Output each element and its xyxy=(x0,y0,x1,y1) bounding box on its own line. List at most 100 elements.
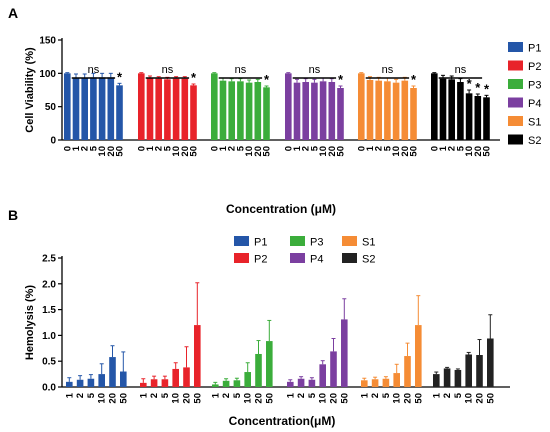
x-tick-label: 0 xyxy=(356,146,367,151)
x-tick-label: 5 xyxy=(86,392,97,398)
bar-s2-5 xyxy=(454,369,462,387)
bar-p1-20 xyxy=(107,77,115,140)
bar-p3-0 xyxy=(211,73,218,140)
x-axis-title: Concentration(μM) xyxy=(229,414,336,428)
legend-swatch-p4 xyxy=(290,253,305,263)
x-tick-label: 1 xyxy=(218,145,229,151)
x-tick-label: 20 xyxy=(329,393,340,404)
legend-swatch-s1 xyxy=(508,116,523,126)
x-tick-label: 50 xyxy=(482,146,493,157)
legend-label-s1: S1 xyxy=(528,117,541,129)
bar-p4-0 xyxy=(285,73,292,140)
bar-p4-2 xyxy=(302,82,309,140)
bar-p1-5 xyxy=(90,77,97,140)
x-tick-label: 20 xyxy=(106,146,117,157)
ns-label: ns xyxy=(455,64,467,76)
bar-p3-50 xyxy=(266,341,273,387)
x-tick-label: 1 xyxy=(145,145,156,151)
x-tick-label: 2 xyxy=(154,146,165,151)
x-tick-label: 5 xyxy=(455,145,466,151)
legend-label-p2: P2 xyxy=(254,254,267,266)
legend-label-p4: P4 xyxy=(528,98,541,110)
significance-star: * xyxy=(191,70,197,85)
legend-label-p2: P2 xyxy=(528,61,541,73)
legend-swatch-s2 xyxy=(508,134,523,145)
bar-s1-2 xyxy=(371,379,379,387)
x-tick-label: 20 xyxy=(108,393,119,404)
y-tick-label: 1.5 xyxy=(42,305,56,316)
bar-s1-2 xyxy=(375,80,382,140)
x-tick-label: 10 xyxy=(244,146,255,157)
legend-label-p3: P3 xyxy=(310,237,323,249)
bar-s2-0 xyxy=(431,73,438,140)
x-tick-label: 0 xyxy=(429,146,440,151)
x-tick-label: 2 xyxy=(447,146,458,151)
x-tick-label: 50 xyxy=(264,393,275,404)
y-tick-label: 0.0 xyxy=(42,383,56,394)
x-tick-label: 50 xyxy=(413,393,424,404)
y-tick-label: 0 xyxy=(50,136,56,147)
x-tick-label: 0 xyxy=(136,146,147,151)
legend-label-p4: P4 xyxy=(310,254,323,266)
bar-p2-1 xyxy=(140,382,147,387)
y-tick-label: 100 xyxy=(39,69,56,80)
bar-p3-1 xyxy=(212,384,219,387)
x-tick-label: 10 xyxy=(243,393,254,404)
x-tick-label: 10 xyxy=(464,393,475,404)
x-tick-label: 1 xyxy=(431,392,442,398)
bar-s1-5 xyxy=(384,81,391,140)
y-axis-title: Cell Viability (%) xyxy=(24,47,36,133)
bar-s1-10 xyxy=(393,373,400,387)
x-tick-label: 20 xyxy=(400,146,411,157)
bar-p1-1 xyxy=(66,381,73,387)
x-tick-label: 20 xyxy=(403,393,414,404)
legend-label-p1: P1 xyxy=(254,237,267,249)
y-tick-label: 2.0 xyxy=(42,279,56,290)
x-tick-label: 0 xyxy=(209,146,220,151)
x-tick-label: 50 xyxy=(339,393,350,404)
x-tick-label: 1 xyxy=(359,392,370,398)
bar-p1-2 xyxy=(76,379,84,387)
x-tick-label: 5 xyxy=(307,392,318,398)
bar-s1-1 xyxy=(366,80,374,140)
x-tick-label: 50 xyxy=(409,146,420,157)
x-tick-label: 1 xyxy=(438,145,449,151)
bar-p2-20 xyxy=(181,78,189,140)
bar-s1-5 xyxy=(382,378,390,387)
x-tick-label: 20 xyxy=(254,393,265,404)
x-tick-label: 5 xyxy=(235,145,246,151)
y-tick-label: 150 xyxy=(39,36,56,47)
x-tick-label: 5 xyxy=(88,145,99,151)
legend-swatch-s1 xyxy=(342,236,357,246)
bar-p4-1 xyxy=(287,381,294,387)
bar-p3-5 xyxy=(233,380,241,387)
x-tick-label: 10 xyxy=(392,393,403,404)
bar-p4-50 xyxy=(337,88,344,140)
significance-star: * xyxy=(264,72,270,87)
bar-s1-0 xyxy=(358,73,365,140)
bar-s1-20 xyxy=(401,80,409,140)
x-tick-label: 2 xyxy=(80,146,91,151)
x-tick-label: 10 xyxy=(391,146,402,157)
bar-p1-50 xyxy=(120,371,127,387)
bar-s2-5 xyxy=(457,82,464,140)
x-tick-label: 5 xyxy=(309,145,320,151)
bar-p2-2 xyxy=(150,379,158,387)
x-tick-label: 50 xyxy=(115,146,126,157)
significance-star: * xyxy=(411,72,417,87)
x-tick-label: 20 xyxy=(473,146,484,157)
bar-p3-10 xyxy=(245,82,253,140)
bar-p3-5 xyxy=(237,81,244,140)
bar-s2-20 xyxy=(476,355,483,387)
significance-star: * xyxy=(338,72,344,87)
bar-s1-50 xyxy=(415,325,422,387)
legend-swatch-p4 xyxy=(508,97,523,108)
x-axis-title: Concentration (μM) xyxy=(226,202,336,216)
bar-p2-50 xyxy=(190,85,197,140)
bar-p2-10 xyxy=(172,78,180,140)
bar-p1-1 xyxy=(72,78,80,140)
legend-label-s1: S1 xyxy=(362,237,375,249)
bar-p2-20 xyxy=(183,367,190,387)
